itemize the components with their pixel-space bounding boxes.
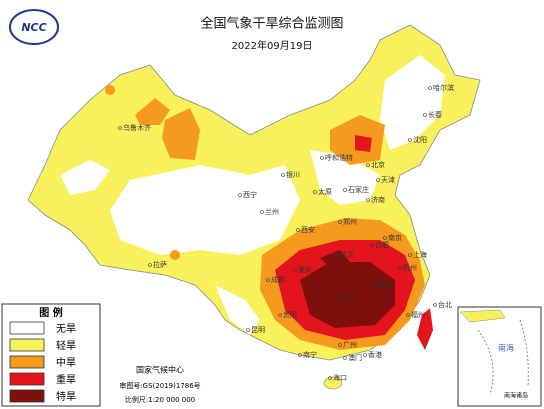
city-dot xyxy=(433,303,437,307)
credit-approval: 审图号:GS(2019)1786号 xyxy=(119,381,200,390)
city-dot xyxy=(408,138,412,142)
city-dot xyxy=(148,263,152,267)
city-label: 昆明 xyxy=(251,326,265,334)
legend-swatch xyxy=(9,338,45,352)
inset-coast xyxy=(459,309,506,323)
city-dot xyxy=(260,210,264,214)
city-label: 长春 xyxy=(428,110,442,119)
city-dot xyxy=(238,193,242,197)
city-label: 银川 xyxy=(286,170,300,179)
city-dot xyxy=(338,220,342,224)
city-label: 西宁 xyxy=(243,190,257,199)
map-date: 2022年09月19日 xyxy=(232,39,313,52)
city-label: 西安 xyxy=(301,225,315,234)
legend-box xyxy=(1,303,101,407)
city-labels: 乌鲁木齐拉萨西宁兰州银川呼和浩特北京天津石家庄太原济南郑州西安成都重庆武汉长沙南… xyxy=(118,83,454,382)
city-label: 石家庄 xyxy=(348,185,369,194)
city-label: 北京 xyxy=(371,160,385,169)
legend-label: 无旱 xyxy=(56,323,76,335)
city-label: 武汉 xyxy=(340,250,354,259)
city-label: 杭州 xyxy=(403,263,417,272)
city-label: 南京 xyxy=(388,233,402,242)
inset-boundary xyxy=(477,319,529,396)
city-dot xyxy=(266,278,270,282)
city-dot xyxy=(338,296,342,300)
legend-swatch xyxy=(9,321,45,335)
city-label: 澳门 xyxy=(348,353,362,362)
city-dot xyxy=(373,283,377,287)
city-dot xyxy=(246,328,250,332)
legend-label: 重旱 xyxy=(56,373,76,386)
credit-agency: 国家气候中心 xyxy=(136,365,184,375)
city-label: 长沙 xyxy=(343,293,357,302)
city-label: 兰州 xyxy=(265,207,279,216)
city-label: 天津 xyxy=(381,176,395,184)
city-label: 乌鲁木齐 xyxy=(123,123,151,132)
credit-scale: 比例尺:1:20 000 000 xyxy=(125,395,195,404)
city-dot xyxy=(406,313,410,317)
legend-label: 轻旱 xyxy=(56,339,76,352)
city-label: 济南 xyxy=(371,195,385,204)
city-dot xyxy=(320,156,324,160)
city-dot xyxy=(313,190,317,194)
inset-label: 南海 xyxy=(498,343,514,353)
legend-label: 中旱 xyxy=(56,356,76,369)
city-label: 香港 xyxy=(368,350,382,359)
city-dot xyxy=(398,266,402,270)
city-label: 哈尔滨 xyxy=(433,83,454,92)
city-label: 成都 xyxy=(271,275,285,284)
city-dot xyxy=(366,163,370,167)
city-dot xyxy=(408,253,412,257)
inset-caption: 南海诸岛 xyxy=(504,392,528,400)
city-label: 郑州 xyxy=(343,218,357,226)
city-label: 沈阳 xyxy=(413,135,427,144)
city-label: 海口 xyxy=(333,373,347,382)
city-dot xyxy=(370,243,374,247)
city-dot xyxy=(363,353,367,357)
city-dot xyxy=(328,376,332,380)
city-label: 南昌 xyxy=(378,280,392,289)
legend-label: 特旱 xyxy=(56,391,76,403)
city-label: 上海 xyxy=(413,250,427,259)
city-label: 拉萨 xyxy=(153,260,167,269)
city-label: 福州 xyxy=(411,310,425,319)
city-dot xyxy=(428,86,432,90)
city-dot xyxy=(278,313,282,317)
hainan xyxy=(323,376,343,390)
city-label: 台北 xyxy=(438,300,452,309)
city-dot xyxy=(383,236,387,240)
city-dot xyxy=(343,188,347,192)
city-dot xyxy=(293,268,297,272)
city-label: 南宁 xyxy=(303,350,317,359)
legend-swatch xyxy=(9,372,45,386)
city-dot xyxy=(281,173,285,177)
city-dot xyxy=(343,356,347,360)
city-dot xyxy=(338,343,342,347)
city-label: 广州 xyxy=(343,340,357,349)
logo-text: NCC xyxy=(21,21,46,34)
city-dot xyxy=(298,353,302,357)
logo: NCC xyxy=(9,9,59,45)
legend-title: 图 例 xyxy=(39,306,62,319)
city-dot xyxy=(296,228,300,232)
map-title: 全国气象干旱综合监测图 xyxy=(200,16,343,32)
city-dot xyxy=(423,113,427,117)
city-dot xyxy=(335,253,339,257)
city-label: 呼和浩特 xyxy=(325,153,353,162)
city-dot xyxy=(366,198,370,202)
no-drought-areas xyxy=(60,55,445,335)
extreme-drought-areas xyxy=(300,250,395,328)
city-label: 贵阳 xyxy=(283,310,297,319)
legend-swatch xyxy=(9,355,45,369)
city-dot xyxy=(376,178,380,182)
city-label: 太原 xyxy=(318,187,332,196)
legend-swatch xyxy=(9,389,45,403)
city-label: 合肥 xyxy=(375,240,389,249)
city-dot xyxy=(118,126,122,130)
city-label: 重庆 xyxy=(298,265,312,274)
